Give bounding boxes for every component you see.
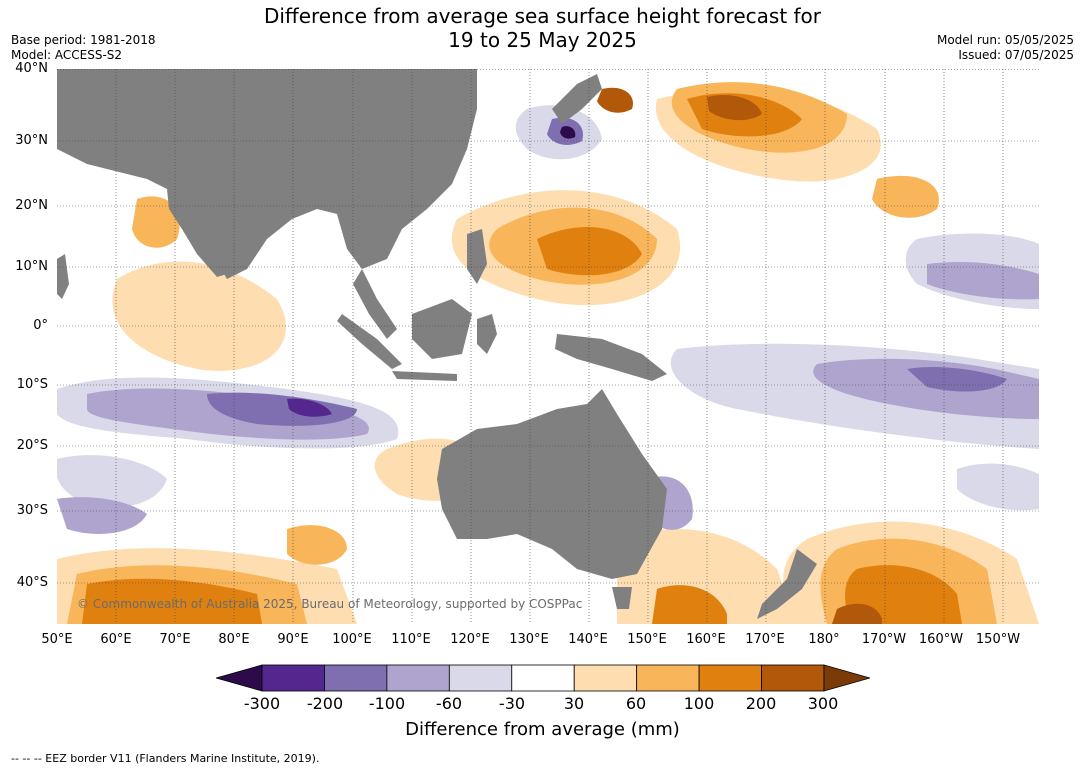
lat-label: 0° [33,318,48,333]
colorbar-tick: 30 [563,694,585,713]
lat-label: 40°N [15,61,48,76]
colorbar-bin [573,664,638,692]
lon-label: 120°E [450,632,490,647]
base-period: Base period: 1981-2018 [11,33,156,47]
colorbar-label: Difference from average (mm) [405,719,680,740]
colorbar-bin [261,664,325,692]
lon-label: 90°E [277,632,309,647]
lat-label: 30°S [16,503,48,518]
map-panel: © Commonwealth of Australia 2025, Bureau… [57,69,1039,624]
colorbar-extend-low [216,664,263,692]
colorbar-bin [324,664,388,692]
lat-label: 30°N [15,133,48,148]
colorbar-tick: -200 [306,694,344,713]
lon-label: 140°E [568,632,608,647]
land-masses [57,69,817,619]
colorbar-tick: 60 [625,694,647,713]
copyright-notice: © Commonwealth of Australia 2025, Bureau… [77,597,583,611]
colorbar-tick: -60 [435,694,463,713]
lon-label: 170°W [861,632,907,647]
colorbar-tick: -300 [243,694,281,713]
lat-label: 40°S [16,575,48,590]
lat-label: 20°N [15,198,48,213]
lon-label: 60°E [100,632,132,647]
title-line-1: Difference from average sea surface heig… [263,4,822,28]
model-run-date: Model run: 05/05/2025 [936,33,1074,47]
model-info: Base period: 1981-2018 Model: ACCESS-S2 [11,33,156,63]
model-name: Model: ACCESS-S2 [11,48,123,62]
lon-label: 150°W [975,632,1021,647]
lat-label: 20°S [16,438,48,453]
lon-label: 110°E [391,632,431,647]
map-title: Difference from average sea surface heig… [0,4,1085,52]
colorbar-tick: 300 [807,694,839,713]
lon-label: 80°E [218,632,250,647]
colorbar-tick: -30 [498,694,526,713]
run-info: Model run: 05/05/2025 Issued: 07/05/2025 [937,33,1074,63]
eez-footer: -- -- -- EEZ border V11 (Flanders Marine… [11,752,320,765]
colorbar-bin [698,664,762,692]
colorbar-bin [386,664,450,692]
lon-label: 160°E [686,632,726,647]
lon-label: 100°E [332,632,372,647]
lon-label: 170°E [745,632,785,647]
lon-label: 130°E [509,632,549,647]
lon-label: 180° [808,632,840,647]
colorbar-tick: 200 [745,694,777,713]
lon-label: 160°W [918,632,964,647]
lon-label: 150°E [627,632,667,647]
issued-date: Issued: 07/05/2025 [958,48,1074,62]
colorbar-extend-high [823,664,870,692]
graticule [57,69,1039,624]
colorbar-bin [511,664,575,692]
colorbar-tick: 100 [683,694,715,713]
colorbar-bin [636,664,700,692]
colorbar-tick: -100 [368,694,406,713]
lon-label: 70°E [159,632,191,647]
lon-label: 50°E [41,632,73,647]
lat-label: 10°S [16,377,48,392]
colorbar-bin [761,664,825,692]
colorbar-bin [448,664,513,692]
sea-surface-height-map [57,69,1039,624]
title-line-2: 19 to 25 May 2025 [448,28,637,52]
colorbar [216,664,870,692]
lat-label: 10°N [15,259,48,274]
